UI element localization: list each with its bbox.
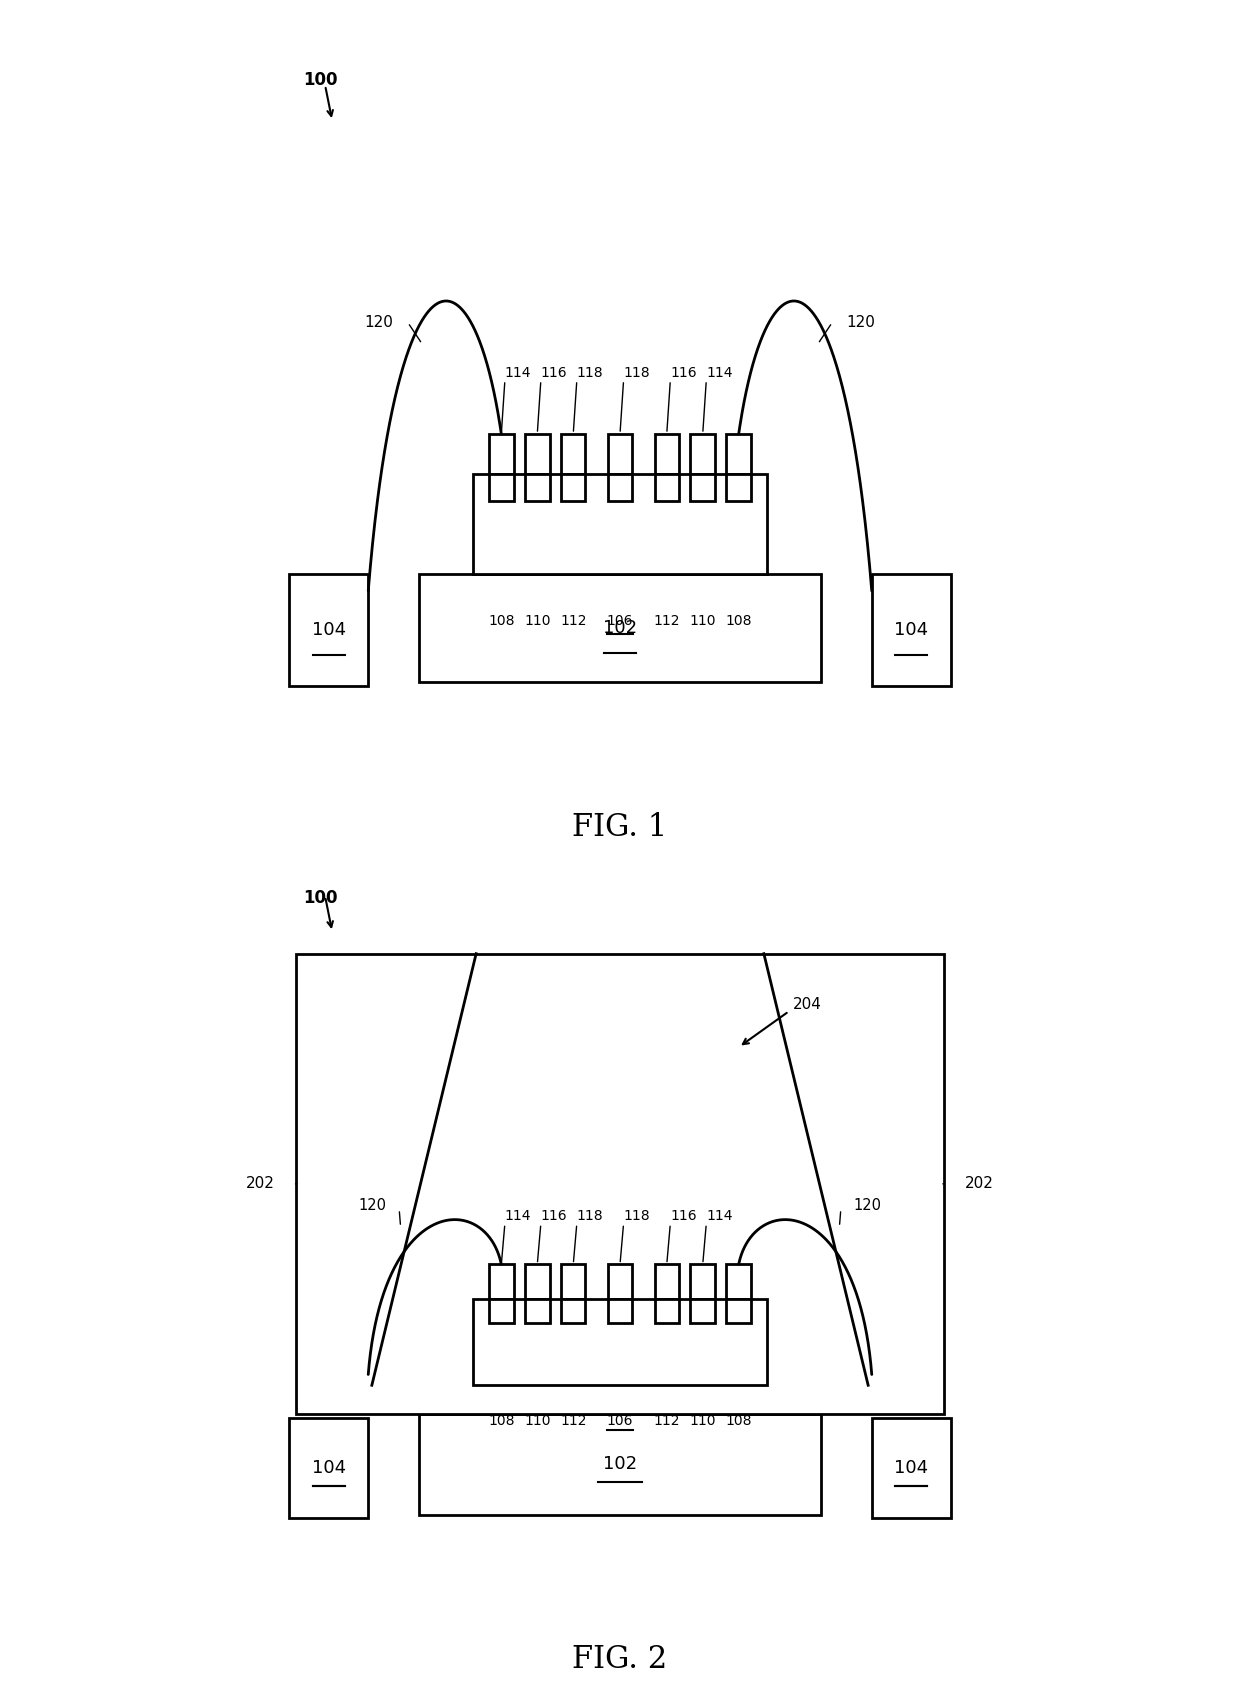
- Bar: [655, 1265, 680, 1299]
- Text: 116: 116: [541, 1209, 568, 1224]
- Bar: [525, 1299, 549, 1323]
- Text: 110: 110: [689, 1414, 715, 1428]
- Text: 104: 104: [311, 1459, 346, 1477]
- Bar: [525, 474, 549, 502]
- Bar: [727, 474, 751, 502]
- Bar: [655, 1299, 680, 1323]
- Bar: [691, 1265, 715, 1299]
- Text: 114: 114: [505, 366, 532, 381]
- Text: 112: 112: [560, 1414, 587, 1428]
- Bar: [691, 434, 715, 474]
- Bar: [608, 474, 632, 502]
- Bar: [525, 434, 549, 474]
- Bar: [691, 474, 715, 502]
- Bar: [419, 1414, 821, 1515]
- Bar: [525, 1265, 549, 1299]
- Text: 118: 118: [624, 1209, 650, 1224]
- Text: 118: 118: [577, 366, 604, 381]
- Bar: [727, 434, 751, 474]
- Text: 204: 204: [792, 996, 822, 1012]
- Text: 110: 110: [525, 1414, 551, 1428]
- Text: 114: 114: [505, 1209, 532, 1224]
- Bar: [489, 474, 513, 502]
- Bar: [560, 1299, 585, 1323]
- Text: 114: 114: [707, 1209, 733, 1224]
- Bar: [489, 434, 513, 474]
- Text: 118: 118: [624, 366, 650, 381]
- Text: 120: 120: [854, 1198, 882, 1212]
- Bar: [472, 1299, 768, 1385]
- Text: 108: 108: [489, 614, 515, 627]
- Text: 102: 102: [603, 1455, 637, 1474]
- Bar: [560, 1265, 585, 1299]
- Text: 120: 120: [365, 314, 393, 330]
- Text: 106: 106: [606, 614, 634, 627]
- Bar: [608, 1265, 632, 1299]
- Bar: [727, 1265, 751, 1299]
- Text: 108: 108: [725, 1414, 751, 1428]
- Text: 112: 112: [560, 614, 587, 627]
- Text: 114: 114: [707, 366, 733, 381]
- Bar: [872, 575, 951, 685]
- Bar: [489, 1265, 513, 1299]
- Bar: [655, 434, 680, 474]
- Text: 106: 106: [606, 1414, 634, 1428]
- Bar: [560, 474, 585, 502]
- Text: 100: 100: [304, 71, 339, 88]
- Text: 118: 118: [577, 1209, 604, 1224]
- Bar: [655, 474, 680, 502]
- Bar: [419, 575, 821, 682]
- Bar: [691, 1299, 715, 1323]
- Bar: [472, 474, 768, 575]
- Bar: [608, 434, 632, 474]
- Text: 100: 100: [304, 889, 339, 906]
- Text: 116: 116: [671, 366, 697, 381]
- Text: 104: 104: [311, 620, 346, 639]
- Text: 108: 108: [489, 1414, 515, 1428]
- Bar: [727, 1299, 751, 1323]
- Text: FIG. 1: FIG. 1: [573, 811, 667, 843]
- Text: 102: 102: [603, 619, 637, 638]
- Text: 120: 120: [847, 314, 875, 330]
- Text: 116: 116: [541, 366, 568, 381]
- Bar: [289, 575, 368, 685]
- Text: 108: 108: [725, 614, 751, 627]
- Text: 110: 110: [525, 614, 551, 627]
- Text: 116: 116: [671, 1209, 697, 1224]
- Bar: [296, 954, 944, 1414]
- Text: 104: 104: [894, 1459, 929, 1477]
- Text: 202: 202: [965, 1176, 994, 1192]
- Text: FIG. 2: FIG. 2: [573, 1644, 667, 1674]
- Bar: [608, 1299, 632, 1323]
- Text: 202: 202: [246, 1176, 275, 1192]
- Text: 110: 110: [689, 614, 715, 627]
- Text: 120: 120: [358, 1198, 386, 1212]
- Bar: [872, 1418, 951, 1518]
- Text: 112: 112: [653, 1414, 680, 1428]
- Bar: [560, 434, 585, 474]
- Bar: [489, 1299, 513, 1323]
- Text: 112: 112: [653, 614, 680, 627]
- Bar: [289, 1418, 368, 1518]
- Text: 104: 104: [894, 620, 929, 639]
